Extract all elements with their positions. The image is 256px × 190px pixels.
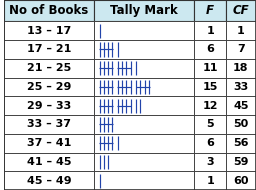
Text: 18: 18 (233, 63, 249, 73)
Text: 6: 6 (206, 44, 214, 54)
Bar (4, 153, 94, 171)
Bar (94, 96, 194, 115)
Bar (94, 171, 194, 190)
Text: 29 – 33: 29 – 33 (27, 101, 71, 111)
Bar (194, 153, 226, 171)
Bar (194, 0, 226, 21)
Text: 45 – 49: 45 – 49 (27, 176, 71, 186)
Text: 12: 12 (202, 101, 218, 111)
Text: 50: 50 (233, 119, 249, 129)
Text: 15: 15 (202, 82, 218, 92)
Bar (226, 171, 256, 190)
Bar (226, 40, 256, 59)
Bar (94, 134, 194, 153)
Text: 33: 33 (233, 82, 249, 92)
Text: 11: 11 (202, 63, 218, 73)
Text: 5: 5 (206, 119, 214, 129)
Bar (4, 40, 94, 59)
Text: 60: 60 (233, 176, 249, 186)
Bar (226, 153, 256, 171)
Text: Tally Mark: Tally Mark (110, 4, 178, 17)
Text: CF: CF (233, 4, 249, 17)
Text: 1: 1 (206, 26, 214, 36)
Text: 1: 1 (206, 176, 214, 186)
Bar (94, 78, 194, 96)
Text: 25 – 29: 25 – 29 (27, 82, 71, 92)
Text: 45: 45 (233, 101, 249, 111)
Bar (4, 96, 94, 115)
Text: 21 – 25: 21 – 25 (27, 63, 71, 73)
Bar (194, 21, 226, 40)
Text: 41 – 45: 41 – 45 (27, 157, 71, 167)
Bar (194, 78, 226, 96)
Text: 37 – 41: 37 – 41 (27, 138, 71, 148)
Bar (226, 115, 256, 134)
Text: No of Books: No of Books (9, 4, 89, 17)
Bar (94, 59, 194, 78)
Bar (194, 40, 226, 59)
Bar (4, 115, 94, 134)
Bar (94, 0, 194, 21)
Bar (94, 40, 194, 59)
Bar (194, 59, 226, 78)
Bar (194, 96, 226, 115)
Bar (194, 115, 226, 134)
Bar (4, 134, 94, 153)
Bar (94, 21, 194, 40)
Text: 13 – 17: 13 – 17 (27, 26, 71, 36)
Text: 56: 56 (233, 138, 249, 148)
Text: 59: 59 (233, 157, 249, 167)
Text: 17 – 21: 17 – 21 (27, 44, 71, 54)
Bar (226, 21, 256, 40)
Bar (94, 115, 194, 134)
Bar (4, 59, 94, 78)
Text: 1: 1 (237, 26, 245, 36)
Bar (226, 96, 256, 115)
Bar (94, 153, 194, 171)
Text: F: F (206, 4, 214, 17)
Bar (4, 21, 94, 40)
Text: 33 – 37: 33 – 37 (27, 119, 71, 129)
Text: 6: 6 (206, 138, 214, 148)
Bar (194, 171, 226, 190)
Bar (4, 0, 94, 21)
Bar (194, 134, 226, 153)
Bar (226, 134, 256, 153)
Text: 3: 3 (206, 157, 214, 167)
Bar (226, 59, 256, 78)
Bar (226, 0, 256, 21)
Bar (4, 78, 94, 96)
Bar (4, 171, 94, 190)
Text: 7: 7 (237, 44, 245, 54)
Bar (226, 78, 256, 96)
